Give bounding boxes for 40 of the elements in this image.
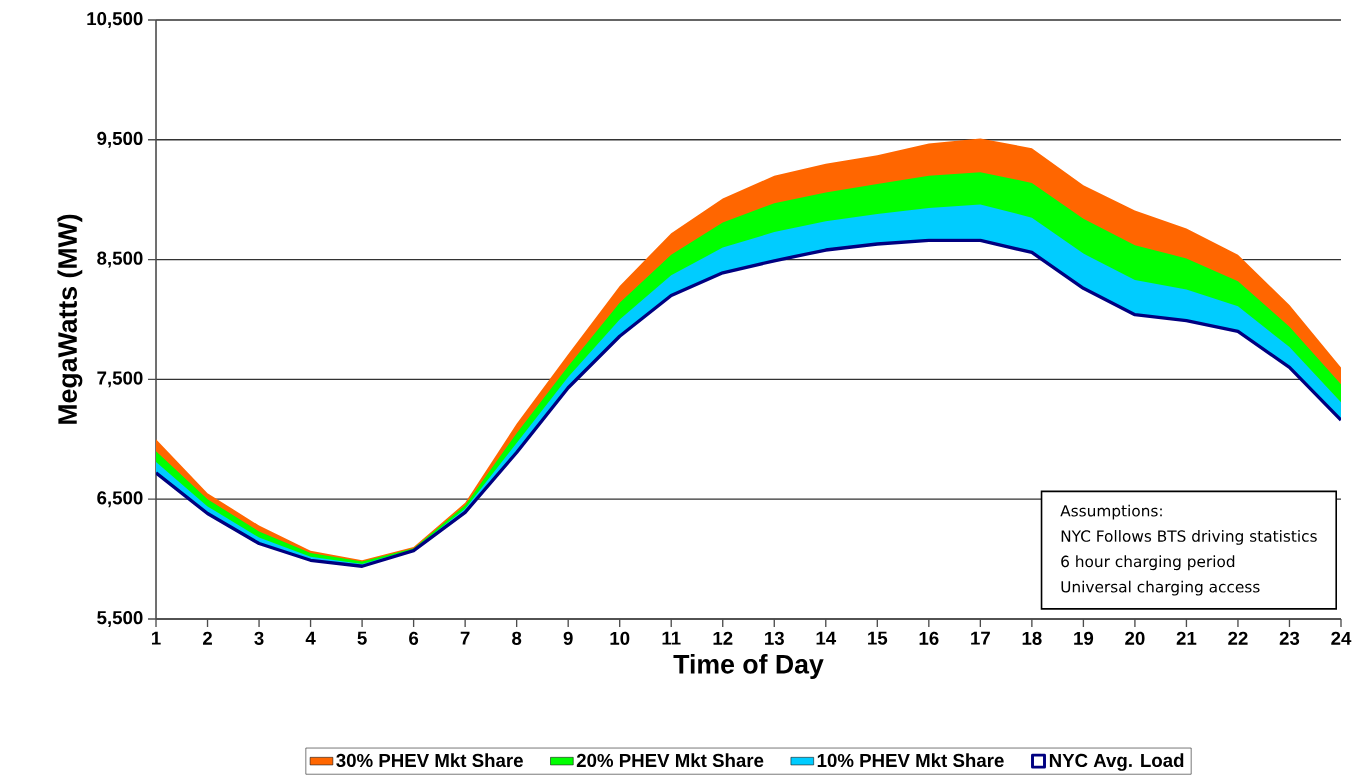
x-tick-label: 15 — [868, 631, 888, 645]
x-tick-label: 10 — [610, 631, 630, 645]
x-tick-label: 5 — [357, 631, 367, 645]
x-tick-label: 22 — [1228, 631, 1248, 645]
x-tick-label: 24 — [1331, 631, 1352, 645]
x-tick-label: 18 — [1022, 631, 1042, 645]
y-axis-title: MegaWatts (MW) — [57, 214, 83, 424]
x-tick-label: 11 — [662, 631, 681, 645]
legend-label: 20% PHEV Mkt Share — [576, 753, 764, 768]
y-tick-label: 9,500 — [97, 131, 143, 148]
annotation: Assumptions: — [1060, 504, 1162, 520]
legend-label: 10% PHEV Mkt Share — [817, 753, 1004, 768]
x-tick-label: 16 — [919, 631, 939, 645]
x-tick-label: 21 — [1176, 631, 1197, 645]
x-tick-label: 2 — [202, 631, 212, 645]
legend-label: 30% PHEV Mkt Share — [336, 753, 523, 768]
x-tick-label: 19 — [1074, 631, 1094, 645]
x-tick-label: 6 — [409, 631, 419, 645]
y-tick-label: 10,500 — [87, 12, 143, 28]
y-tick-label: 8,500 — [97, 251, 143, 268]
x-tick-label: 20 — [1125, 631, 1145, 645]
annotation: 6 hour charging period — [1061, 555, 1235, 571]
x-tick-label: 12 — [713, 631, 733, 645]
x-tick-label: 4 — [305, 631, 316, 645]
x-tick-label: 8 — [512, 631, 522, 645]
x-tick-label: 17 — [971, 631, 990, 645]
x-tick-label: 7 — [460, 631, 470, 645]
x-tick-label: 1 — [151, 631, 161, 645]
x-tick-label: 9 — [563, 631, 573, 645]
x-tick-label: 13 — [765, 631, 784, 645]
annotation: NYC Follows BTS driving statistics — [1061, 530, 1317, 545]
y-tick-label: 7,500 — [97, 371, 143, 388]
annotation: Universal charging access — [1061, 580, 1260, 596]
x-tick-label: 3 — [254, 631, 264, 645]
x-tick-label: 23 — [1279, 631, 1300, 645]
legend-label: NYC Avg. Load — [1049, 753, 1184, 771]
y-tick-label: 6,500 — [97, 491, 143, 508]
x-tick-label: 14 — [816, 631, 837, 645]
y-tick-label: 5,500 — [97, 611, 143, 627]
x-axis-title: Time of Day — [673, 654, 824, 679]
